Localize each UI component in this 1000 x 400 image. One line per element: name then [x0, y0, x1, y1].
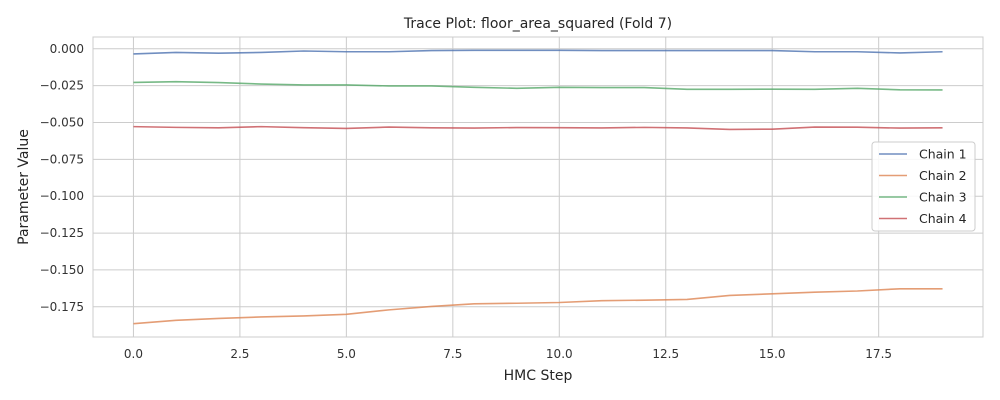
legend-label: Chain 2 [919, 168, 967, 183]
y-tick-label: −0.150 [40, 263, 84, 277]
series-line-chain-3 [133, 80, 943, 91]
x-tick-label: 12.5 [652, 347, 679, 361]
series-lines [133, 49, 943, 325]
y-tick-label: −0.075 [40, 152, 84, 166]
y-tick-label: −0.025 [40, 79, 84, 93]
y-tick-label: −0.125 [40, 226, 84, 240]
y-tick-label: 0.000 [50, 42, 84, 56]
tick-labels: 0.0 2.5 5.0 7.5 10.0 12.5 15.0 17.5 0.000 −0.025 −… [40, 42, 892, 361]
x-tick-label: 5.0 [337, 347, 356, 361]
legend-box [871, 141, 976, 232]
x-tick-label: 7.5 [443, 347, 462, 361]
legend-label: Chain 1 [919, 147, 967, 162]
legend-label: Chain 4 [919, 211, 967, 226]
x-tick-label: 0.0 [124, 347, 143, 361]
series-line-chain-4 [133, 125, 943, 131]
y-tick-label: −0.100 [40, 189, 84, 203]
y-tick-label: −0.175 [40, 300, 84, 314]
legend-label: Chain 3 [919, 190, 967, 205]
x-axis-label: HMC Step [504, 368, 573, 384]
chart-title: Trace Plot: floor_area_squared (Fold 7) [403, 16, 672, 32]
series-line-chain-1 [133, 49, 943, 55]
y-axis-label: Parameter Value [16, 129, 32, 245]
legend: Chain 1 Chain 2 Chain 3 Chain 4 [871, 141, 976, 232]
x-tick-label: 2.5 [230, 347, 249, 361]
gridlines [93, 37, 983, 337]
series-line-chain-2 [133, 287, 943, 325]
x-tick-label: 17.5 [865, 347, 892, 361]
x-tick-label: 15.0 [759, 347, 786, 361]
y-tick-label: −0.050 [40, 116, 84, 130]
x-tick-label: 10.0 [546, 347, 573, 361]
